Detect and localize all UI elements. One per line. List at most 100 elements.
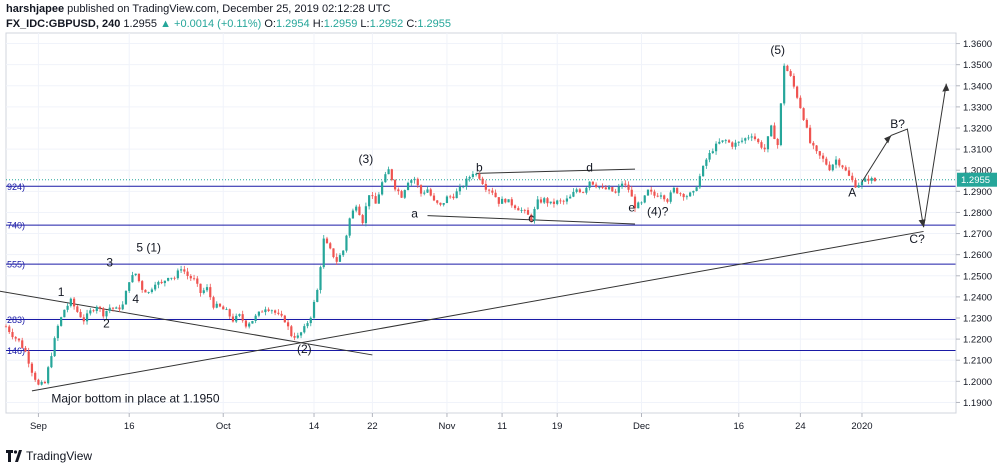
publish-info: published on TradingView.com, December 2… [67, 3, 391, 15]
y-tick-label: 1.3100 [963, 145, 992, 156]
trend-lines [0, 168, 924, 392]
low-value: 1.2952 [369, 18, 404, 30]
candle-body [458, 186, 462, 192]
candle-body [238, 314, 241, 316]
candle-body [254, 315, 257, 322]
candle-body [160, 281, 163, 284]
candle-body [163, 280, 166, 284]
candle-body [475, 173, 478, 175]
candle-body [669, 192, 672, 202]
candle-body [316, 289, 319, 302]
candle-body [34, 372, 37, 380]
candle-body [549, 201, 552, 204]
wave-labels: 1 2 3 4 5 (1) (2) (3) a b c d e (4)? (5) A B? C? Major bo… [51, 43, 925, 405]
candle-body [763, 147, 766, 150]
x-axis[interactable]: Sep 16 Oct 14 22 Nov 11 19 Dec 16 24 2020 [30, 413, 873, 432]
candle-body [543, 198, 546, 203]
candle-body [141, 281, 144, 290]
symbol-label[interactable]: FX_IDC:GBPUSD, 240 [6, 18, 121, 30]
y-tick-label: 1.2300 [963, 314, 992, 325]
wave-label: 5 (1) [136, 241, 161, 255]
candle-body [309, 317, 312, 324]
candle-body [559, 200, 562, 202]
candle-body [72, 298, 76, 307]
candle-body [465, 178, 468, 187]
candle-body [760, 142, 763, 148]
candle-body [403, 190, 406, 198]
candle-body [183, 269, 186, 272]
change-arrow-icon: ▲ [160, 18, 171, 30]
candle-body [286, 322, 290, 327]
candle-body [701, 165, 705, 177]
candle-body [526, 210, 530, 215]
candle-body [740, 140, 744, 142]
candle-body [8, 326, 11, 333]
wave-label: 3 [106, 255, 113, 269]
x-tick-label: 2020 [851, 421, 872, 432]
candle-body [698, 176, 701, 188]
candle-body [251, 321, 254, 324]
candle-body [85, 313, 89, 322]
x-tick-label: 16 [124, 421, 135, 432]
y-tick-label: 1.3300 [963, 102, 992, 113]
candle-body [689, 192, 692, 197]
candle-body [264, 309, 267, 313]
wave-label: e [628, 200, 635, 214]
candle-body [319, 267, 322, 290]
candle-body [789, 71, 792, 76]
candle-body [176, 270, 179, 279]
candle-body [212, 297, 215, 308]
plot-area[interactable] [5, 32, 957, 414]
y-axis[interactable]: 1.1900 1.2000 1.2100 1.2200 1.2300 1.2400 1.25… [955, 33, 997, 413]
footer-brand[interactable]: TradingView [26, 449, 93, 463]
candle-body [436, 200, 439, 203]
x-tick-label: 19 [552, 421, 563, 432]
candle-body [744, 138, 747, 141]
high-value: 1.2959 [323, 18, 358, 30]
candle-body [828, 164, 831, 171]
candle-body [614, 191, 617, 193]
candle-body [582, 192, 585, 193]
candles [4, 63, 877, 386]
candle-body [718, 141, 721, 144]
candle-body [387, 169, 390, 175]
candle-body [432, 195, 436, 201]
candle-body [410, 180, 413, 183]
candle-body [179, 269, 183, 271]
candle-body [345, 235, 348, 251]
candle-body [860, 181, 864, 186]
candle-body [329, 243, 332, 249]
candle-body [199, 283, 202, 293]
y-tick-label: 1.2400 [963, 292, 992, 303]
candle-body [452, 196, 455, 199]
publisher-username[interactable]: harshjapee [6, 3, 65, 15]
candle-body [241, 314, 244, 321]
candle-body [488, 189, 491, 191]
candle-body [131, 275, 134, 283]
candle-body [864, 178, 867, 182]
candle-body [695, 187, 698, 191]
candle-body [546, 198, 549, 204]
projection-arrowhead [918, 219, 926, 228]
y-tick-label: 1.2600 [963, 250, 992, 261]
candle-body [805, 119, 808, 128]
candle-body [377, 194, 380, 204]
candle-body [30, 363, 34, 373]
candle-body [280, 313, 283, 316]
candle-body [595, 184, 598, 188]
y-tick-label: 1.2900 [963, 187, 992, 198]
candle-body [779, 103, 783, 146]
y-tick-label: 1.2000 [963, 377, 992, 388]
candle-body [731, 142, 734, 147]
candle-body [844, 167, 847, 171]
candle-body [604, 187, 607, 190]
candle-body [510, 199, 513, 206]
candle-body [825, 158, 828, 165]
candle-body [231, 316, 235, 322]
candle-body [666, 199, 669, 202]
candle-body [358, 206, 361, 216]
candle-body [640, 202, 643, 204]
wave-label: a [411, 207, 418, 221]
candle-body [118, 307, 121, 310]
